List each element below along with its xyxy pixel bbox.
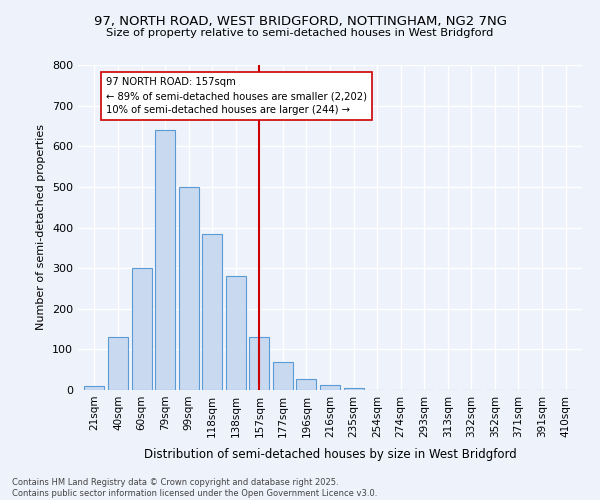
X-axis label: Distribution of semi-detached houses by size in West Bridgford: Distribution of semi-detached houses by …: [143, 448, 517, 461]
Text: 97 NORTH ROAD: 157sqm
← 89% of semi-detached houses are smaller (2,202)
10% of s: 97 NORTH ROAD: 157sqm ← 89% of semi-deta…: [106, 77, 367, 115]
Bar: [155, 130, 175, 390]
Bar: [131, 268, 152, 390]
Text: Contains HM Land Registry data © Crown copyright and database right 2025.
Contai: Contains HM Land Registry data © Crown c…: [12, 478, 377, 498]
Text: 97, NORTH ROAD, WEST BRIDGFORD, NOTTINGHAM, NG2 7NG: 97, NORTH ROAD, WEST BRIDGFORD, NOTTINGH…: [94, 15, 506, 28]
Bar: [202, 234, 222, 390]
Bar: [296, 378, 316, 390]
Bar: [320, 384, 340, 390]
Bar: [273, 362, 293, 390]
Bar: [344, 388, 364, 390]
Y-axis label: Number of semi-detached properties: Number of semi-detached properties: [37, 124, 46, 330]
Bar: [85, 386, 104, 390]
Bar: [250, 337, 269, 390]
Bar: [108, 337, 128, 390]
Bar: [179, 187, 199, 390]
Text: Size of property relative to semi-detached houses in West Bridgford: Size of property relative to semi-detach…: [106, 28, 494, 38]
Bar: [226, 276, 246, 390]
